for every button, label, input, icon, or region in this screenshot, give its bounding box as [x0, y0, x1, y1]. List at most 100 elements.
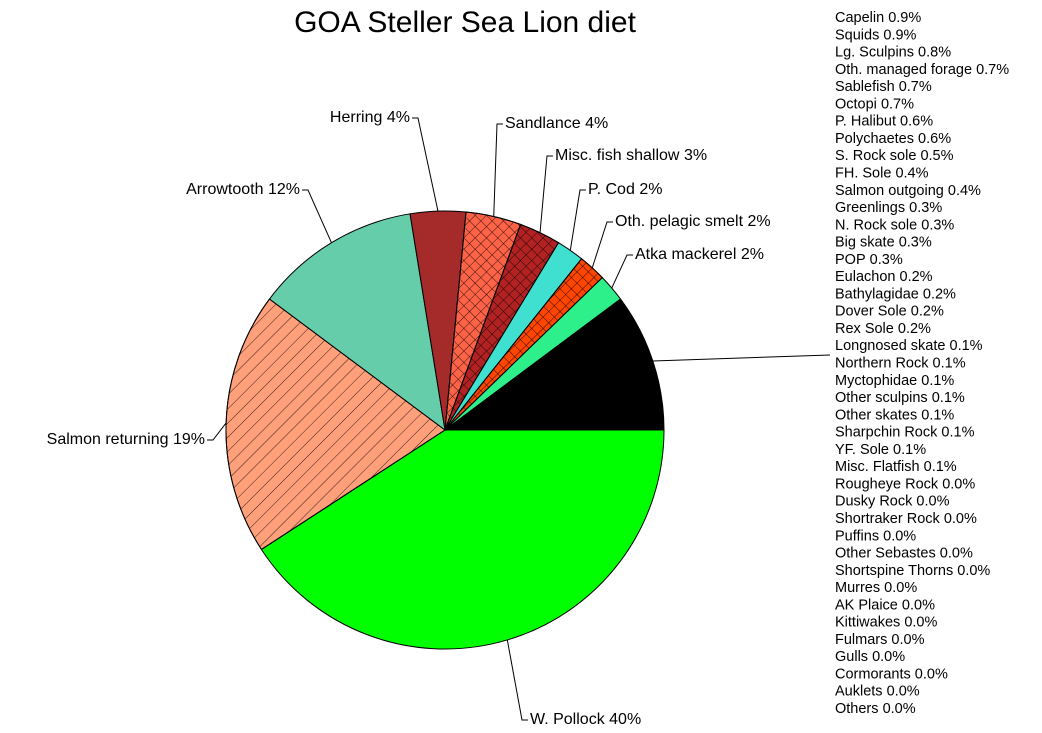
slice-label: P. Cod 2% — [588, 181, 662, 198]
label-name: Other sculpins — [835, 390, 928, 406]
label-value: 12% — [268, 181, 300, 198]
slice-label: Cormorants 0.0% — [835, 666, 948, 682]
leader-line — [207, 422, 227, 441]
slice-label: Other sculpins 0.1% — [835, 390, 965, 406]
leader-line — [302, 189, 332, 243]
label-name: N. Rock sole — [835, 217, 917, 233]
slice-label: P. Halibut 0.6% — [835, 113, 933, 129]
slice-label: POP 0.3% — [835, 252, 903, 268]
label-name: Sharpchin Rock — [835, 424, 938, 440]
label-value: 0.1% — [924, 459, 957, 475]
leader-line — [506, 639, 528, 721]
label-value: 0.3% — [909, 200, 942, 216]
label-value: 0.2% — [911, 304, 944, 320]
label-name: Big skate — [835, 234, 895, 250]
label-name: Murres — [835, 580, 880, 596]
label-value: 0.1% — [932, 390, 965, 406]
label-name: Misc. Flatfish — [835, 459, 920, 475]
leader-line — [652, 354, 831, 362]
slice-label: Dover Sole 0.2% — [835, 304, 944, 320]
slice-label: W. Pollock 40% — [530, 711, 641, 728]
label-value: 0.1% — [941, 424, 974, 440]
slice-label: Sharpchin Rock 0.1% — [835, 424, 975, 440]
leader-line — [493, 123, 503, 217]
label-name: Octopi — [835, 96, 877, 112]
label-value: 2% — [741, 246, 764, 263]
label-value: 0.1% — [950, 338, 983, 354]
label-value: 3% — [684, 147, 707, 164]
label-name: Longnosed skate — [835, 338, 945, 354]
slice-label: Dusky Rock 0.0% — [835, 494, 950, 510]
slice-label: Herring 4% — [330, 109, 410, 126]
label-name: Greenlings — [835, 200, 905, 216]
label-value: 0.9% — [883, 27, 916, 43]
slice-label: Squids 0.9% — [835, 27, 917, 43]
label-name: Misc. fish shallow — [555, 147, 680, 164]
slice-label: Myctophidae 0.1% — [835, 373, 954, 389]
label-value: 0.1% — [921, 373, 954, 389]
chart-title: GOA Steller Sea Lion diet — [294, 6, 637, 39]
label-name: Shortraker Rock — [835, 511, 941, 527]
label-name: Oth. pelagic smelt — [615, 213, 744, 230]
label-name: Gulls — [835, 649, 868, 665]
label-value: 0.0% — [872, 649, 905, 665]
slice-label: Polychaetes 0.6% — [835, 131, 951, 147]
label-name: Sablefish — [835, 79, 895, 95]
label-value: 0.2% — [923, 286, 956, 302]
label-value: 0.3% — [899, 234, 932, 250]
label-value: 0.2% — [898, 321, 931, 337]
label-name: FH. Sole — [835, 165, 891, 181]
label-value: 0.1% — [921, 407, 954, 423]
label-name: AK Plaice — [835, 597, 898, 613]
label-value: 0.0% — [883, 701, 916, 717]
slice-label: Atka mackerel 2% — [635, 246, 764, 263]
slice-label: Sandlance 4% — [505, 115, 608, 132]
slice-label: Oth. pelagic smelt 2% — [615, 213, 771, 230]
slice-label: Lg. Sculpins 0.8% — [835, 44, 951, 60]
slice-label: Salmon outgoing 0.4% — [835, 183, 981, 199]
label-value: 0.0% — [887, 684, 920, 700]
label-value: 0.8% — [918, 44, 951, 60]
label-value: 0.0% — [902, 597, 935, 613]
label-name: POP — [835, 252, 866, 268]
slice-label: Salmon returning 19% — [47, 431, 205, 448]
label-value: 40% — [609, 711, 641, 728]
slice-label: YF. Sole 0.1% — [835, 442, 926, 458]
label-value: 0.7% — [976, 62, 1009, 78]
slice-label: Longnosed skate 0.1% — [835, 338, 983, 354]
label-value: 0.0% — [916, 494, 949, 510]
leader-line — [591, 221, 613, 269]
slice-label: Rougheye Rock 0.0% — [835, 476, 975, 492]
label-name: Kittiwakes — [835, 614, 900, 630]
slice-label: Northern Rock 0.1% — [835, 355, 966, 371]
slice-label: Fulmars 0.0% — [835, 632, 925, 648]
slice-label: Others 0.0% — [835, 701, 916, 717]
label-name: P. Halibut — [835, 113, 896, 129]
label-name: YF. Sole — [835, 442, 889, 458]
slice-label: Shortraker Rock 0.0% — [835, 511, 977, 527]
slice-label: Misc. fish shallow 3% — [555, 147, 707, 164]
slice-label: FH. Sole 0.4% — [835, 165, 929, 181]
label-name: Bathylagidae — [835, 286, 919, 302]
label-name: Rex Sole — [835, 321, 894, 337]
label-name: Herring — [330, 109, 382, 126]
label-value: 0.9% — [888, 10, 921, 26]
slice-label: Sablefish 0.7% — [835, 79, 932, 95]
label-value: 0.4% — [895, 165, 928, 181]
label-value: 0.1% — [893, 442, 926, 458]
label-name: Dover Sole — [835, 304, 907, 320]
label-value: 0.0% — [891, 632, 924, 648]
label-value: 19% — [173, 431, 205, 448]
leader-line — [611, 254, 633, 289]
leader-line — [412, 117, 439, 212]
slice-label: Other Sebastes 0.0% — [835, 545, 973, 561]
label-name: Fulmars — [835, 632, 887, 648]
slice-label: Big skate 0.3% — [835, 234, 932, 250]
label-value: 0.0% — [940, 545, 973, 561]
slice-label: Capelin 0.9% — [835, 10, 921, 26]
slice-label: Arrowtooth 12% — [186, 181, 300, 198]
label-name: Arrowtooth — [186, 181, 263, 198]
label-name: S. Rock sole — [835, 148, 916, 164]
label-name: Capelin — [835, 10, 884, 26]
